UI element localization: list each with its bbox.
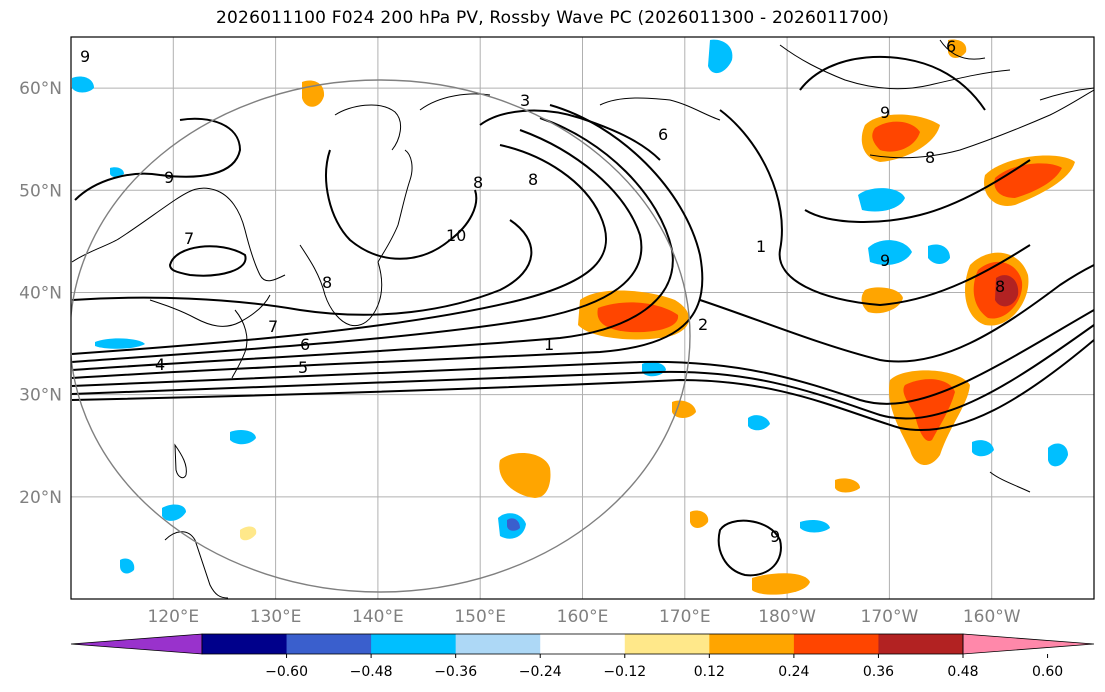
lon-tick-label: 150°E — [454, 607, 506, 627]
contour-label: 1 — [756, 237, 766, 256]
chart-title: 2026011100 F024 200 hPa PV, Rossby Wave … — [216, 8, 889, 28]
colorbar-swatch — [709, 634, 795, 654]
contour-label: 8 — [322, 273, 332, 292]
lon-tick-label: 140°E — [352, 607, 404, 627]
colorbar-tick-label: 0.48 — [947, 664, 978, 680]
contour-label: 3 — [520, 91, 530, 110]
contour-label: 9 — [770, 527, 780, 546]
gridlines — [71, 37, 1094, 599]
contour-label: 9 — [164, 168, 174, 187]
lon-tick-label: 170°W — [861, 607, 919, 627]
lon-tick-label: 160°W — [963, 607, 1021, 627]
lon-tick-label: 180°W — [758, 607, 816, 627]
colorbar-swatch — [540, 634, 626, 654]
colorbar-tick-label: −0.24 — [519, 664, 562, 680]
colorbar-tick-label: −0.12 — [603, 664, 646, 680]
lon-tick-label: 120°E — [147, 607, 199, 627]
coastlines — [71, 39, 1094, 599]
colorbar-swatch — [455, 634, 541, 654]
lat-tick-label: 50°N — [19, 181, 62, 201]
contour-label: 9 — [80, 47, 90, 66]
lat-tick-label: 30°N — [19, 386, 62, 406]
pv-contours — [71, 55, 1094, 577]
colorbar-tick-label: −0.48 — [350, 664, 393, 680]
lat-axis: 60°N 50°N 40°N 30°N 20°N — [19, 79, 62, 508]
colorbar-swatch — [286, 634, 372, 654]
colorbar-tick-label: 0.60 — [1032, 664, 1063, 680]
colorbar-extension-low — [70, 633, 203, 655]
colorbar-tick-label: −0.60 — [265, 664, 308, 680]
contour-label: 4 — [155, 355, 165, 374]
lon-tick-label: 130°E — [250, 607, 302, 627]
contour-label: 6 — [658, 125, 668, 144]
contour-label: 1 — [544, 335, 554, 354]
contour-label: 5 — [298, 358, 308, 377]
colorbar-tick-label: 0.36 — [863, 664, 894, 680]
colorbar-swatch — [371, 634, 457, 654]
contour-label: 10 — [446, 226, 466, 245]
contour-label: 9 — [880, 251, 890, 270]
contour-labels: 9 9 9 9 8 8 8 8 10 7 7 6 5 4 3 2 1 1 6 9… — [80, 37, 1005, 546]
colorbar-tick-label: 0.24 — [778, 664, 809, 680]
contour-label: 8 — [528, 170, 538, 189]
contour-label: 6 — [300, 335, 310, 354]
lon-axis: 120°E 130°E 140°E 150°E 160°E 170°E 180°W 170°W… — [147, 607, 1020, 627]
colorbar-frame — [201, 633, 964, 655]
colorbar: −0.60 −0.48 −0.36 −0.24 −0.12 0.12 0.24 0.36 0.4… — [70, 633, 1095, 680]
contour-label: 6 — [946, 37, 956, 56]
colorbar-swatch — [624, 634, 710, 654]
colorbar-swatch — [202, 634, 288, 654]
lon-tick-label: 170°E — [659, 607, 711, 627]
lat-tick-label: 20°N — [19, 488, 62, 508]
colorbar-extension-high — [962, 633, 1095, 655]
contour-label: 8 — [473, 173, 483, 192]
influence-circle — [71, 79, 691, 593]
contour-label: 7 — [268, 317, 278, 336]
contour-label: 8 — [925, 148, 935, 167]
colorbar-tick-label: 0.12 — [694, 664, 725, 680]
colorbar-swatch — [878, 634, 964, 654]
lat-tick-label: 60°N — [19, 79, 62, 99]
colorbar-tick-label: −0.36 — [434, 664, 477, 680]
lon-tick-label: 160°E — [557, 607, 609, 627]
contour-label: 7 — [184, 229, 194, 248]
contour-label: 8 — [995, 277, 1005, 296]
colorbar-swatch — [793, 634, 879, 654]
plot-frame — [70, 36, 1095, 600]
contour-label: 9 — [880, 103, 890, 122]
contour-label: 2 — [698, 315, 708, 334]
lat-tick-label: 40°N — [19, 283, 62, 303]
